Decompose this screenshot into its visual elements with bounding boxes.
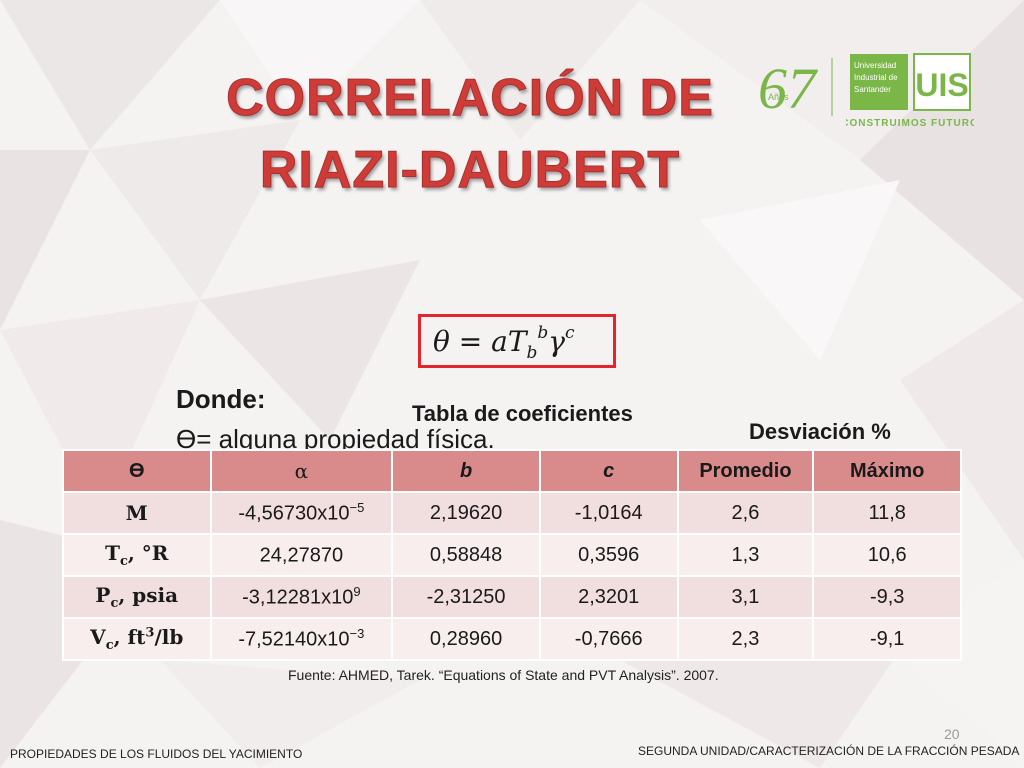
row-property: Pc, psia	[62, 575, 212, 619]
svg-text:Industrial de: Industrial de	[854, 73, 898, 82]
row-maximo: 11,8	[812, 491, 962, 535]
anniversary-67-logo: 67 Años	[758, 56, 833, 121]
formula-theta: θ	[433, 325, 450, 358]
table-row: Vc, ft3/lb -7,52140x10−3 0,28960 -0,7666…	[62, 617, 962, 661]
row-c: -0,7666	[538, 617, 679, 661]
table-row: Tc, °R 24,27870 0,58848 0,3596 1,3 10,6	[62, 533, 962, 577]
formula-c-exp: c	[565, 323, 575, 343]
row-c: -1,0164	[538, 491, 679, 535]
header-promedio: Promedio	[676, 449, 815, 493]
table-row: M -4,56730x10−5 2,19620 -1,0164 2,6 11,8	[62, 491, 962, 535]
coefficients-table: ϴ α b c Promedio Máximo M -4,56730x10−5 …	[62, 449, 962, 661]
formula-box: θ = aTbbγc	[418, 314, 616, 368]
row-c: 2,3201	[538, 575, 679, 619]
anniversary-number: 67	[758, 56, 818, 121]
row-c: 0,3596	[538, 533, 679, 577]
row-a: 24,27870	[209, 533, 394, 577]
footer-unit-title: SEGUNDA UNIDAD/CARACTERIZACIÓN DE LA FRA…	[638, 744, 1020, 758]
row-a: -4,56730x10−5	[209, 491, 394, 535]
svg-text:Santander: Santander	[854, 85, 891, 94]
row-b: 2,19620	[391, 491, 541, 535]
table-row: Pc, psia -3,12281x109 -2,31250 2,3201 3,…	[62, 575, 962, 619]
row-a: -3,12281x109	[209, 575, 394, 619]
row-promedio: 2,6	[676, 491, 815, 535]
row-b: 0,58848	[391, 533, 541, 577]
table-header-row: ϴ α b c Promedio Máximo	[62, 449, 962, 493]
svg-text:Universidad: Universidad	[854, 61, 896, 70]
row-promedio: 3,1	[676, 575, 815, 619]
row-maximo: -9,1	[812, 617, 962, 661]
title-line-1: CORRELACIÓN DE	[226, 69, 714, 128]
table-caption: Tabla de coeficientes	[412, 401, 633, 426]
uis-tagline: CONSTRUIMOS FUTURO	[846, 118, 974, 129]
row-maximo: -9,3	[812, 575, 962, 619]
deviation-caption: Desviación %	[749, 419, 891, 444]
uis-logo: Universidad Industrial de Santander UIS …	[846, 53, 974, 129]
formula-equals: =	[450, 325, 491, 358]
formula-equation: θ = aTbbγc	[433, 323, 575, 363]
footer-course-title: PROPIEDADES DE LOS FLUIDOS DEL YACIMIENT…	[10, 747, 303, 761]
row-maximo: 10,6	[812, 533, 962, 577]
anniversary-sub: Años	[768, 92, 789, 102]
uis-monogram: UIS	[915, 67, 968, 103]
source-citation: Fuente: AHMED, Tarek. “Equations of Stat…	[288, 667, 719, 683]
page-number: 20	[944, 726, 960, 742]
formula-gamma: γ	[548, 325, 565, 358]
header-b: b	[391, 449, 541, 493]
formula-b-sub: b	[527, 343, 538, 363]
header-c: c	[538, 449, 679, 493]
header-alpha: α	[209, 449, 394, 493]
row-property: Tc, °R	[62, 533, 212, 577]
row-promedio: 2,3	[676, 617, 815, 661]
header-maximo: Máximo	[812, 449, 962, 493]
formula-a: a	[491, 325, 508, 358]
title-line-2: RIAZI-DAUBERT	[259, 141, 681, 200]
row-property: Vc, ft3/lb	[62, 617, 212, 661]
row-b: -2,31250	[391, 575, 541, 619]
svg-text:θ = aTbbγc: θ = aTbbγc	[433, 323, 575, 363]
theta-definition: ϴ= alguna propiedad física.	[176, 424, 495, 450]
row-property: M	[62, 491, 212, 535]
formula-b-exp: b	[537, 323, 548, 343]
row-promedio: 1,3	[676, 533, 815, 577]
row-b: 0,28960	[391, 617, 541, 661]
slide-title: CORRELACIÓN DE RIAZI-DAUBERT	[150, 62, 790, 206]
header-theta: ϴ	[62, 449, 212, 493]
donde-label: Donde:	[176, 384, 266, 414]
row-a: -7,52140x10−3	[209, 617, 394, 661]
formula-T: T	[508, 325, 529, 358]
